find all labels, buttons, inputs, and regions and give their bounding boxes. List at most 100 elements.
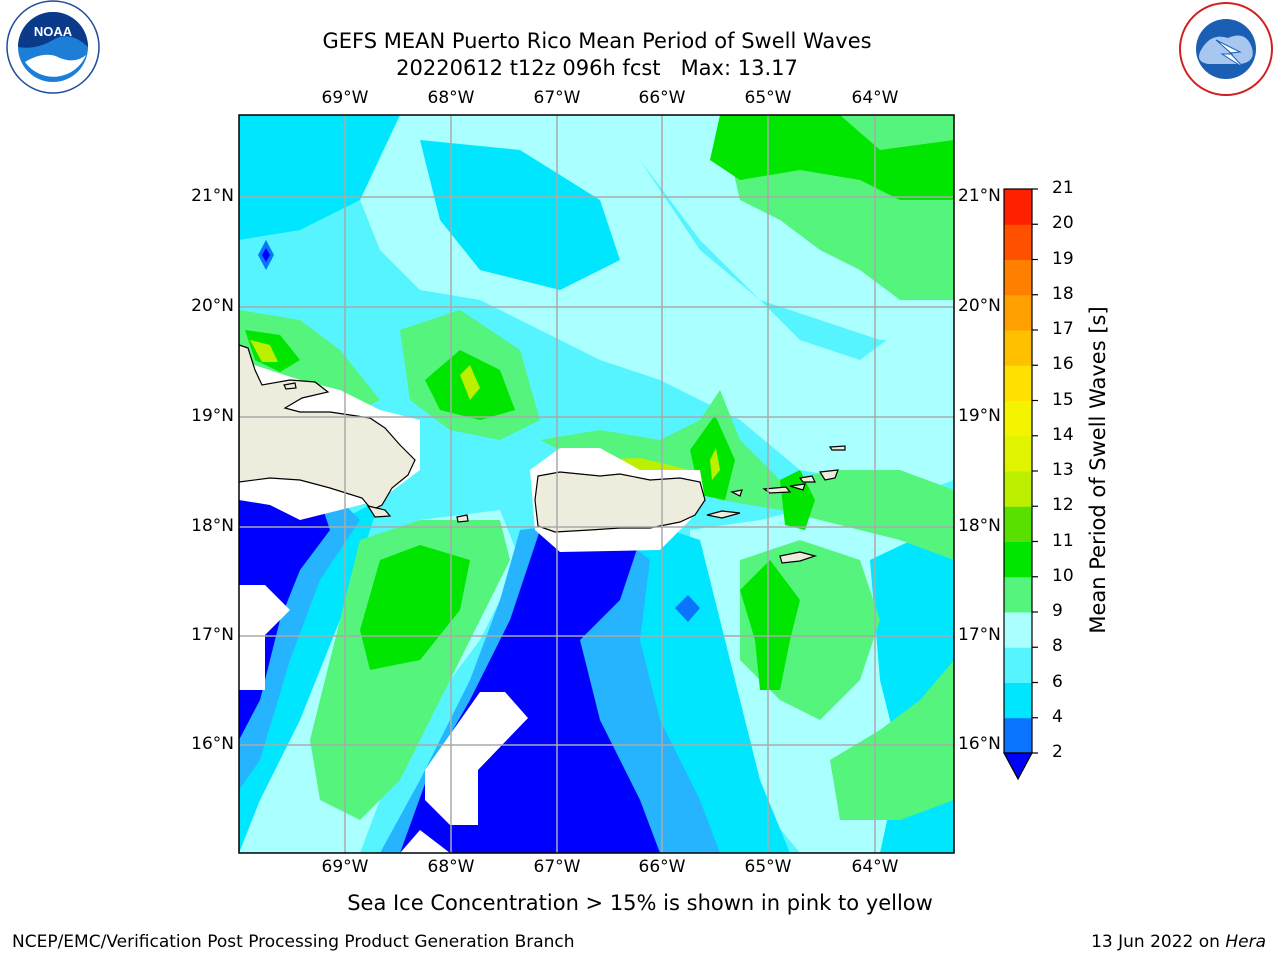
colorbar-segment bbox=[1004, 294, 1032, 331]
colorbar-segment bbox=[1004, 506, 1032, 542]
contour-green-ne bbox=[710, 115, 954, 200]
colorbar-segment bbox=[1004, 400, 1032, 437]
land-hispaniola-south-tip bbox=[366, 505, 392, 518]
colorbar-tick-label: 4 bbox=[1052, 706, 1063, 727]
lon-label-bottom-66w: 66°W bbox=[638, 857, 686, 877]
footer-machine: Hera bbox=[1225, 932, 1266, 952]
colorbar-segment bbox=[1004, 189, 1032, 225]
sea-ice-note: Sea Ice Concentration > 15% is shown in … bbox=[347, 891, 933, 915]
lat-label-left-18n: 18°N bbox=[191, 516, 234, 536]
footer-credit: NCEP/EMC/Verification Post Processing Pr… bbox=[12, 932, 575, 952]
colorbar-tick-label: 21 bbox=[1052, 178, 1074, 198]
contour-cyan-west bbox=[239, 115, 400, 240]
lon-label-top-67w: 67°W bbox=[533, 88, 581, 108]
colorbar-underflow-arrow bbox=[1002, 752, 1034, 781]
lat-label-right-16n: 16°N bbox=[958, 734, 1001, 754]
contour-cyan-mid bbox=[420, 140, 620, 290]
colorbar-tick-label: 11 bbox=[1052, 530, 1074, 551]
colorbar-segment bbox=[1004, 612, 1032, 648]
colorbar-tick-label: 19 bbox=[1052, 248, 1074, 269]
land-anegada bbox=[828, 445, 846, 451]
contour-yellowgreen-19n bbox=[460, 365, 480, 400]
contour-deepblue-spot-20n bbox=[262, 248, 270, 262]
lon-label-top-66w: 66°W bbox=[638, 88, 686, 108]
land-mona bbox=[456, 514, 469, 523]
svg-text:NOAA: NOAA bbox=[34, 24, 73, 39]
lat-label-left-20n: 20°N bbox=[191, 296, 234, 316]
colorbar-segment bbox=[1004, 647, 1032, 683]
land-st-john bbox=[789, 483, 806, 491]
colorbar-tick-label: 15 bbox=[1052, 389, 1074, 410]
colorbar-tick-label: 16 bbox=[1052, 354, 1074, 375]
colorbar-segment bbox=[1004, 682, 1032, 719]
colorbar-segment bbox=[1004, 541, 1032, 578]
colorbar-tick-label: 14 bbox=[1052, 424, 1074, 445]
colorbar-tick-label: 2 bbox=[1052, 742, 1063, 762]
lat-label-left-21n: 21°N bbox=[191, 186, 234, 206]
gridlines bbox=[239, 115, 954, 853]
lon-label-bottom-69w: 69°W bbox=[321, 857, 369, 877]
contour-green-vi bbox=[780, 470, 815, 530]
land-tortola bbox=[798, 475, 816, 483]
contour-lightgreen-far-se bbox=[830, 660, 954, 820]
land-virgin-gorda bbox=[818, 469, 839, 481]
colorbar-segment bbox=[1004, 576, 1032, 613]
lat-label-left-19n: 19°N bbox=[191, 406, 234, 426]
colorbar-tick-label: 9 bbox=[1052, 601, 1063, 621]
lon-label-bottom-64w: 64°W bbox=[851, 857, 899, 877]
chart-subtitle: 20220612 t12z 096h fcst Max: 13.17 bbox=[396, 56, 798, 80]
footer-date: 13 Jun 2022 on Hera bbox=[1091, 932, 1266, 952]
contour-yellowgreen-nw bbox=[250, 340, 278, 362]
lat-label-right-19n: 19°N bbox=[958, 406, 1001, 426]
land-culebra bbox=[730, 489, 743, 497]
contour-yellowgreen-pr-east bbox=[710, 448, 720, 480]
colorbar-segment bbox=[1004, 435, 1032, 472]
lat-label-right-20n: 20°N bbox=[958, 296, 1001, 316]
colorbar-segment bbox=[1004, 330, 1032, 366]
map-frame bbox=[238, 114, 955, 854]
noaa-logo: NOAA bbox=[6, 0, 100, 94]
lat-label-right-17n: 17°N bbox=[958, 625, 1001, 645]
colorbar-tick-label: 20 bbox=[1052, 213, 1074, 234]
colorbar-segment bbox=[1004, 365, 1032, 401]
lon-label-top-69w: 69°W bbox=[321, 88, 369, 108]
mask-south-1 bbox=[239, 585, 290, 690]
contour-green-sw bbox=[360, 545, 470, 670]
lat-label-left-16n: 16°N bbox=[191, 734, 234, 754]
contour-green-south bbox=[740, 560, 800, 690]
colorbar-segment bbox=[1004, 259, 1032, 296]
colorbar-tick-label: 8 bbox=[1052, 636, 1063, 657]
colorbar-segment bbox=[1004, 717, 1032, 754]
lon-label-top-68w: 68°W bbox=[427, 88, 475, 108]
land-vieques bbox=[706, 510, 741, 519]
colorbar-tick-label: 17 bbox=[1052, 319, 1074, 339]
colorbar-tick-label: 13 bbox=[1052, 460, 1074, 480]
lon-label-bottom-68w: 68°W bbox=[427, 857, 475, 877]
colorbar-tick-label: 10 bbox=[1052, 565, 1074, 586]
footer-date-text: 13 Jun 2022 on bbox=[1091, 932, 1226, 952]
colorbar-segment bbox=[1004, 471, 1032, 507]
contour-lightgreen-pr-north bbox=[540, 390, 954, 560]
map-plot-area bbox=[239, 115, 954, 853]
land-saona bbox=[283, 382, 297, 390]
lon-label-top-64w: 64°W bbox=[851, 88, 899, 108]
lon-label-top-65w: 65°W bbox=[744, 88, 792, 108]
lat-label-right-18n: 18°N bbox=[958, 516, 1001, 536]
land-hispaniola bbox=[239, 344, 416, 511]
nws-logo bbox=[1179, 2, 1273, 96]
colorbar-tick-label: 18 bbox=[1052, 283, 1074, 304]
lat-label-left-17n: 17°N bbox=[191, 625, 234, 645]
contour-blue-spot-17n bbox=[675, 595, 700, 622]
colorbar-segment bbox=[1004, 224, 1032, 260]
chart-title: GEFS MEAN Puerto Rico Mean Period of Swe… bbox=[322, 29, 872, 53]
colorbar-tick-label: 12 bbox=[1052, 495, 1074, 516]
lat-label-right-21n: 21°N bbox=[958, 186, 1001, 206]
mask-south-3 bbox=[400, 830, 450, 853]
land-st-croix bbox=[779, 551, 818, 564]
colorbar-title: Mean Period of Swell Waves [s] bbox=[1086, 306, 1110, 634]
lon-label-bottom-67w: 67°W bbox=[533, 857, 581, 877]
lon-label-bottom-65w: 65°W bbox=[744, 857, 792, 877]
contour-pale-cyan-ne bbox=[560, 115, 954, 340]
colorbar bbox=[1002, 188, 1038, 781]
